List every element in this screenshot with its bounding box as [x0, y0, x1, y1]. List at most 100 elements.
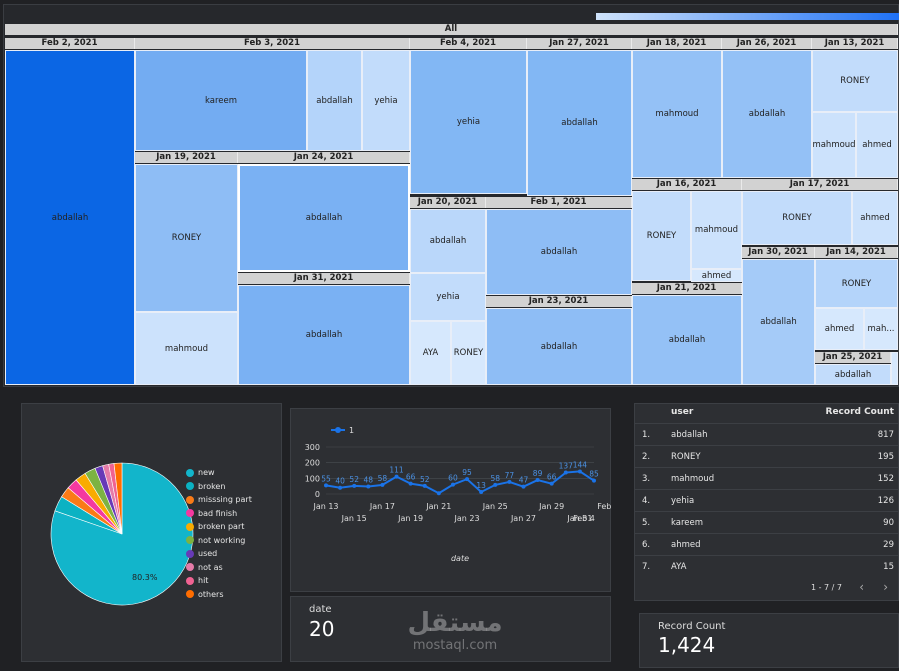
cell-jan16-mahmoud[interactable]: mahmoud: [691, 191, 742, 269]
cell-jan13-roney[interactable]: RONEY: [812, 50, 898, 112]
header-feb3[interactable]: Feb 3, 2021: [135, 38, 410, 49]
cell-jan31-abdallah[interactable]: abdallah: [238, 285, 410, 385]
header-jan25[interactable]: Jan 25, 2021: [815, 352, 891, 363]
cell-jan27-abdallah[interactable]: abdallah: [527, 50, 632, 196]
data-point[interactable]: [366, 484, 371, 489]
cell-jan30-abdallah[interactable]: abdallah: [742, 259, 815, 385]
header-jan19[interactable]: Jan 19, 2021: [135, 152, 238, 163]
legend-item[interactable]: broken: [186, 480, 252, 494]
legend-item[interactable]: used: [186, 547, 252, 561]
cell-jan24-abdallah[interactable]: abdallah: [238, 164, 410, 272]
table-row[interactable]: 1. abdallah 817: [635, 423, 898, 445]
row-user: abdallah: [671, 430, 708, 440]
table-row[interactable]: 5. kareem 90: [635, 511, 898, 533]
data-point[interactable]: [380, 482, 385, 487]
chevron-right-icon[interactable]: ›: [883, 580, 888, 594]
cell-jan23-abdallah[interactable]: abdallah: [486, 308, 632, 385]
legend-item[interactable]: not as: [186, 561, 252, 575]
cell-jan21-abdallah[interactable]: abdallah: [632, 295, 742, 385]
data-point[interactable]: [450, 482, 455, 487]
data-point[interactable]: [592, 478, 596, 483]
data-point[interactable]: [521, 484, 526, 489]
header-jan13[interactable]: Jan 13, 2021: [812, 38, 898, 49]
col-user-header[interactable]: user: [671, 407, 694, 417]
cell-jan14-ahmed[interactable]: ahmed: [815, 308, 864, 350]
cell-feb3-abdallah[interactable]: abdallah: [307, 50, 362, 151]
col-count-header[interactable]: Record Count: [825, 407, 894, 417]
header-jan14[interactable]: Jan 14, 2021: [815, 247, 898, 258]
header-jan18[interactable]: Jan 18, 2021: [632, 38, 722, 49]
data-point[interactable]: [507, 479, 512, 484]
cell-jan16-ahmed[interactable]: ahmed: [691, 269, 742, 282]
cell-jan16-roney[interactable]: RONEY: [632, 191, 691, 281]
cell-jan17-mahmoud[interactable]: ahmed: [852, 191, 898, 245]
cell-feb3-kareem[interactable]: kareem: [135, 50, 307, 151]
cell-jan20-yehia[interactable]: yehia: [410, 273, 486, 321]
data-point[interactable]: [394, 474, 399, 479]
data-point[interactable]: [465, 477, 470, 482]
header-feb2[interactable]: Feb 2, 2021: [5, 38, 135, 49]
legend-item[interactable]: not working: [186, 534, 252, 548]
data-point[interactable]: [422, 483, 427, 488]
table-row[interactable]: 4. yehia 126: [635, 489, 898, 511]
header-feb4[interactable]: Feb 4, 2021: [410, 38, 527, 49]
header-jan17[interactable]: Jan 17, 2021: [742, 179, 898, 190]
legend-item[interactable]: others: [186, 588, 252, 602]
data-point[interactable]: [352, 483, 357, 488]
header-jan24[interactable]: Jan 24, 2021: [238, 152, 410, 163]
cell-jan26-abdallah[interactable]: abdallah: [722, 50, 812, 178]
user-table: user Record Count 1. abdallah 817 2. RONEY 19…: [634, 403, 899, 601]
data-point[interactable]: [338, 485, 343, 490]
legend-item[interactable]: new: [186, 466, 252, 480]
cell-jan14-mahmoud[interactable]: mah...: [864, 308, 898, 350]
cell-jan20-roney[interactable]: RONEY: [451, 321, 486, 385]
cell-small-right[interactable]: [891, 352, 898, 385]
header-jan31[interactable]: Jan 31, 2021: [238, 273, 410, 284]
cell-jan17-roney[interactable]: RONEY: [742, 191, 852, 245]
cell-jan20-abdallah[interactable]: abdallah: [410, 209, 486, 273]
cell-jan13-ahmed[interactable]: ahmed: [856, 112, 898, 178]
table-row[interactable]: 3. mahmoud 152: [635, 467, 898, 489]
table-row[interactable]: 6. ahmed 29: [635, 533, 898, 555]
cell-jan19-roney[interactable]: RONEY: [135, 164, 238, 312]
header-jan26[interactable]: Jan 26, 2021: [722, 38, 812, 49]
legend-label: hit: [198, 576, 209, 586]
header-jan20[interactable]: Jan 20, 2021: [410, 197, 486, 208]
data-point[interactable]: [324, 483, 328, 488]
legend-dot: [186, 563, 194, 572]
header-jan21[interactable]: Jan 21, 2021: [632, 283, 742, 294]
header-jan30[interactable]: Jan 30, 2021: [742, 247, 815, 258]
data-point[interactable]: [436, 491, 441, 496]
data-point[interactable]: [549, 481, 554, 486]
header-jan16[interactable]: Jan 16, 2021: [632, 179, 742, 190]
cell-feb4-yehia[interactable]: yehia: [410, 50, 527, 194]
legend-item[interactable]: bad finish: [186, 507, 252, 521]
table-row[interactable]: 7. AYA 15: [635, 555, 898, 577]
cell-jan13-mahmoud[interactable]: mahmoud: [812, 112, 856, 178]
data-point[interactable]: [577, 469, 582, 474]
table-row[interactable]: 2. RONEY 195: [635, 445, 898, 467]
cell-feb3-yehia[interactable]: yehia: [362, 50, 410, 151]
header-jan23[interactable]: Jan 23, 2021: [486, 296, 632, 307]
data-point[interactable]: [408, 481, 413, 486]
legend-item[interactable]: hit: [186, 574, 252, 588]
treemap-root-header[interactable]: All: [5, 24, 898, 35]
data-point[interactable]: [479, 489, 484, 494]
pie-slice-9[interactable]: [113, 462, 123, 535]
cell-jan20-aya[interactable]: AYA: [410, 321, 451, 385]
cell-jan25-abdallah[interactable]: abdallah: [815, 364, 891, 385]
chevron-left-icon[interactable]: ‹: [859, 580, 864, 594]
data-point[interactable]: [493, 482, 498, 487]
legend-item[interactable]: broken part: [186, 520, 252, 534]
data-point[interactable]: [563, 470, 568, 475]
cell-feb1-abdallah[interactable]: abdallah: [486, 209, 632, 295]
legend-item[interactable]: misssing part: [186, 493, 252, 507]
x-tick-label: Jan 29: [538, 502, 564, 511]
header-jan27[interactable]: Jan 27, 2021: [527, 38, 632, 49]
cell-feb2-abdallah[interactable]: abdallah: [5, 50, 135, 385]
cell-jan14-roney[interactable]: RONEY: [815, 259, 898, 308]
cell-jan18-mahmoud[interactable]: mahmoud: [632, 50, 722, 178]
header-feb1[interactable]: Feb 1, 2021: [486, 197, 632, 208]
data-point[interactable]: [535, 478, 540, 483]
cell-jan19-mahmoud[interactable]: mahmoud: [135, 312, 238, 385]
